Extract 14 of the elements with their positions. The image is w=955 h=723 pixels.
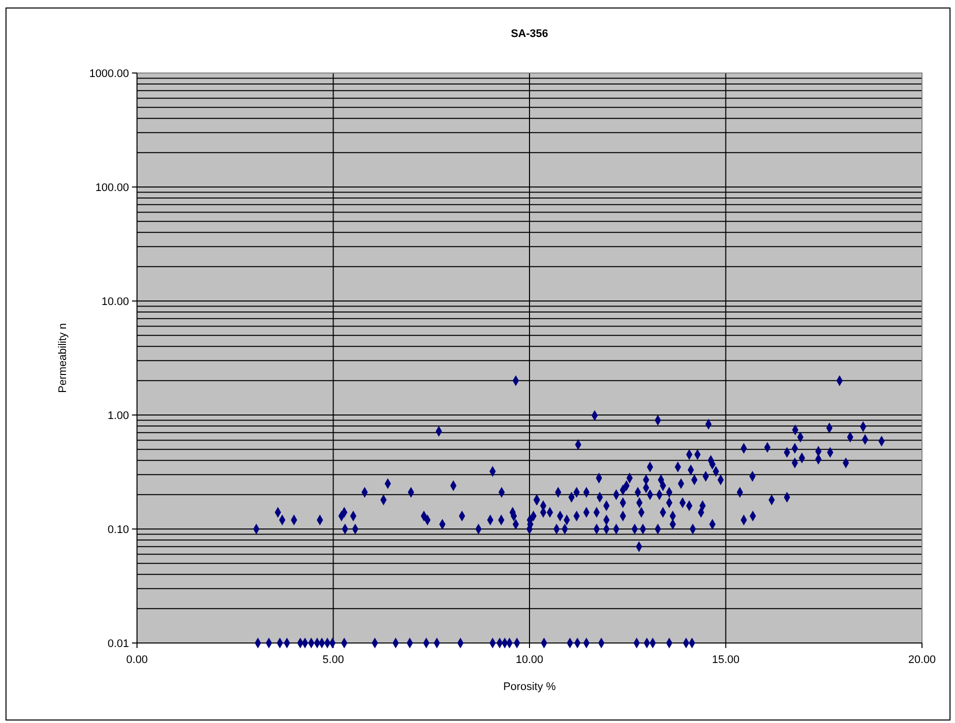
x-tick-label: 15.00 [712, 654, 740, 666]
y-tick-label: 10.00 [101, 296, 129, 308]
x-axis-title: Porosity % [503, 681, 556, 693]
y-tick-label: 100.00 [95, 182, 129, 194]
y-axis-title: Permeability n [57, 323, 69, 393]
y-tick-label: 0.10 [108, 524, 129, 536]
x-tick-label: 5.00 [322, 654, 344, 666]
chart-title: SA-356 [510, 28, 548, 40]
x-tick-label: 10.00 [516, 654, 544, 666]
y-tick-label: 1000.00 [89, 68, 129, 80]
y-tick-label: 0.01 [108, 638, 129, 650]
y-tick-label: 1.00 [108, 410, 129, 422]
x-tick-label: 20.00 [908, 654, 936, 666]
x-tick-label: 0.00 [126, 654, 148, 666]
